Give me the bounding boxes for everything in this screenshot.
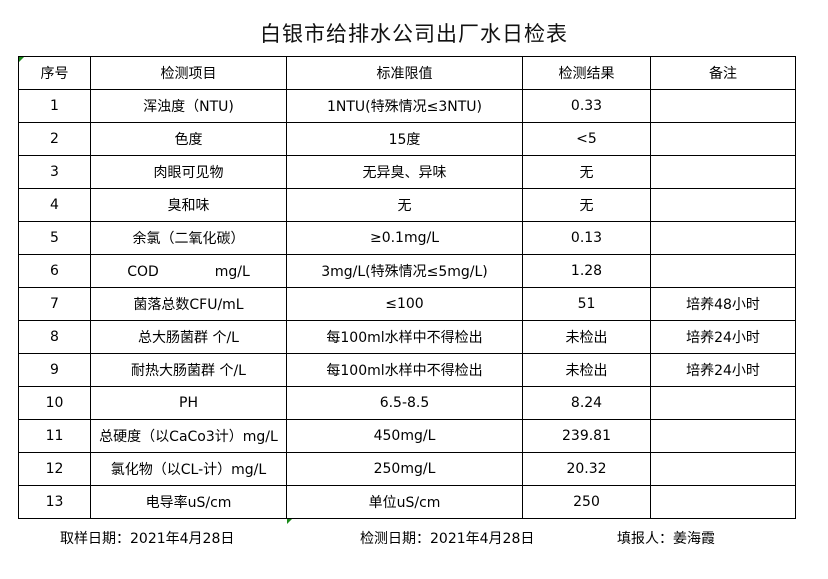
header-result: 检测结果: [522, 56, 651, 90]
cell-standard: 无: [286, 188, 523, 222]
cell-result: 无: [522, 155, 651, 189]
cell-item: 余氯（二氧化碳）: [90, 221, 287, 255]
cell-item: 菌落总数CFU/mL: [90, 287, 287, 321]
cell-standard: 每100ml水样中不得检出: [286, 320, 523, 354]
cell-item: 总硬度（以CaCo3计）mg/L: [90, 419, 287, 453]
cell-remark: [650, 485, 796, 519]
cell-standard: 15度: [286, 122, 523, 156]
cell-remark: 培养48小时: [650, 287, 796, 321]
cell-result: 未检出: [522, 353, 651, 387]
cell-seq: 9: [18, 353, 91, 387]
cell-item: 臭和味: [90, 188, 287, 222]
table-row: 10 PH 6.5-8.5 8.24: [18, 386, 796, 420]
cell-remark: [650, 419, 796, 453]
cell-remark: [650, 155, 796, 189]
cell-seq: 13: [18, 485, 91, 519]
cell-item: 色度: [90, 122, 287, 156]
cell-result: 未检出: [522, 320, 651, 354]
page-title: 白银市给排水公司出厂水日检表: [260, 22, 568, 46]
cell-seq: 2: [18, 122, 91, 156]
cell-remark: [650, 452, 796, 486]
header-remark: 备注: [650, 56, 796, 90]
table-row: 9 耐热大肠菌群 个/L 每100ml水样中不得检出 未检出 培养24小时: [18, 353, 796, 387]
cell-seq: 6: [18, 254, 91, 288]
sampling-date: 取样日期：2021年4月28日: [60, 531, 235, 547]
cell-item: COD mg/L: [90, 254, 287, 288]
cell-item: 氯化物（以CL-计）mg/L: [90, 452, 287, 486]
cell-item: 电导率uS/cm: [90, 485, 287, 519]
cell-result: 8.24: [522, 386, 651, 420]
table-row: 8 总大肠菌群 个/L 每100ml水样中不得检出 未检出 培养24小时: [18, 320, 796, 354]
cell-remark: 培养24小时: [650, 320, 796, 354]
test-date: 检测日期：2021年4月28日: [360, 531, 535, 547]
cell-seq: 10: [18, 386, 91, 420]
table-row: 13 电导率uS/cm 单位uS/cm 250: [18, 485, 796, 519]
table-row: 3 肉眼可见物 无异臭、异味无: [18, 155, 796, 189]
cell-result: 无: [522, 188, 651, 222]
header-standard: 标准限值: [286, 56, 523, 90]
cell-standard: 无异臭、异味: [286, 155, 523, 189]
cell-standard: 6.5-8.5: [286, 386, 523, 420]
table-row: 4 臭和味无无: [18, 188, 796, 222]
reporter: 填报人：姜海霞: [617, 531, 715, 547]
cell-standard: 250mg/L: [286, 452, 523, 486]
cell-seq: 1: [18, 89, 91, 123]
table-row: 11 总硬度（以CaCo3计）mg/L 450mg/L 239.81: [18, 419, 796, 453]
cell-seq: 11: [18, 419, 91, 453]
header-row: 序号 检测项目 标准限值 检测结果 备注: [18, 56, 796, 90]
cell-remark: [650, 254, 796, 288]
cell-standard: 单位uS/cm: [286, 485, 523, 519]
cell-seq: 5: [18, 221, 91, 255]
cell-result: 0.33: [522, 89, 651, 123]
table-row: 5 余氯（二氧化碳） ≥0.1mg/L 0.13: [18, 221, 796, 255]
cell-item: 肉眼可见物: [90, 155, 287, 189]
cell-seq: 12: [18, 452, 91, 486]
cell-marker: [287, 519, 292, 524]
cell-result: 20.32: [522, 452, 651, 486]
cell-result: <5: [522, 122, 651, 156]
cell-remark: [650, 188, 796, 222]
cell-result: 250: [522, 485, 651, 519]
cell-standard: 3mg/L(特殊情况≤5mg/L): [286, 254, 523, 288]
cell-standard: ≥0.1mg/L: [286, 221, 523, 255]
table-row: 2 色度 15度 <5: [18, 122, 796, 156]
cell-result: 1.28: [522, 254, 651, 288]
table-row: 1 浑浊度（NTU) 1NTU(特殊情况≤3NTU) 0.33: [18, 89, 796, 123]
inspection-table: 序号 检测项目 标准限值 检测结果 备注 1 浑浊度（NTU) 1NTU(特殊情况≤3NTU)…: [18, 56, 796, 519]
cell-seq: 7: [18, 287, 91, 321]
cell-seq: 8: [18, 320, 91, 354]
cell-item: PH: [90, 386, 287, 420]
cell-result: 0.13: [522, 221, 651, 255]
table-row: 7 菌落总数CFU/mL ≤100 51 培养48小时: [18, 287, 796, 321]
cell-item: 总大肠菌群 个/L: [90, 320, 287, 354]
cell-standard: 1NTU(特殊情况≤3NTU): [286, 89, 523, 123]
cell-result: 51: [522, 287, 651, 321]
cell-remark: [650, 221, 796, 255]
cell-remark: [650, 122, 796, 156]
cell-item: 浑浊度（NTU): [90, 89, 287, 123]
cell-remark: [650, 89, 796, 123]
header-item: 检测项目: [90, 56, 287, 90]
cell-item: 耐热大肠菌群 个/L: [90, 353, 287, 387]
header-seq: 序号: [18, 56, 91, 90]
cell-seq: 4: [18, 188, 91, 222]
cell-seq: 3: [18, 155, 91, 189]
cell-standard: 450mg/L: [286, 419, 523, 453]
table-row: 6 COD mg/L 3mg/L(特殊情况≤5mg/L) 1.28: [18, 254, 796, 288]
cell-standard: 每100ml水样中不得检出: [286, 353, 523, 387]
cell-remark: [650, 386, 796, 420]
table-row: 12 氯化物（以CL-计）mg/L 250mg/L 20.32: [18, 452, 796, 486]
cell-standard: ≤100: [286, 287, 523, 321]
cell-result: 239.81: [522, 419, 651, 453]
cell-remark: 培养24小时: [650, 353, 796, 387]
